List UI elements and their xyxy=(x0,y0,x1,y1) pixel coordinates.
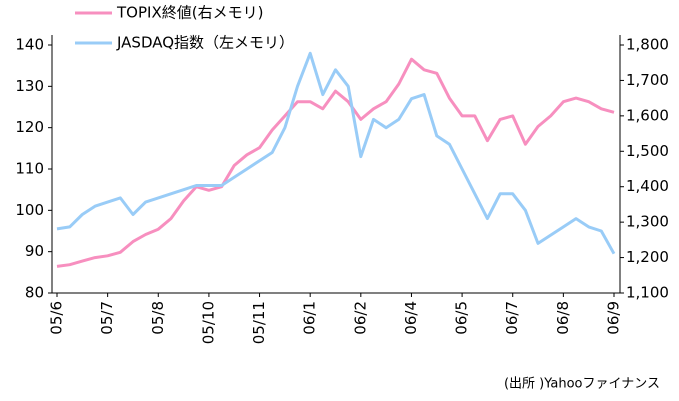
y-tick-label: 140 xyxy=(15,36,44,54)
x-tick-label: 06/4 xyxy=(402,301,420,335)
x-tick-label: 06/5 xyxy=(453,301,471,335)
y2-tick-label: 1,400 xyxy=(626,177,669,195)
y-tick-label: 90 xyxy=(25,242,44,260)
x-tick-label: 05/11 xyxy=(250,301,268,344)
x-tick-label: 06/7 xyxy=(503,301,521,335)
y2-tick-label: 1,600 xyxy=(626,106,669,124)
y-tick-label: 110 xyxy=(15,160,44,178)
x-tick-label: 05/10 xyxy=(199,301,217,344)
x-tick-label: 06/8 xyxy=(554,301,572,335)
source-note: (出所 )Yahooファイナンス xyxy=(504,377,660,392)
y-tick-label: 80 xyxy=(25,284,44,302)
x-tick-label: 05/6 xyxy=(48,301,66,335)
x-tick-label: 05/7 xyxy=(98,301,116,335)
series-line xyxy=(56,51,616,255)
x-tick-label: 06/1 xyxy=(301,301,319,335)
x-tick-label: 06/2 xyxy=(351,301,369,335)
x-tick-label: 06/9 xyxy=(605,301,623,335)
legend-label: TOPIX終値(右メモリ) xyxy=(116,4,263,22)
y2-tick-label: 1,800 xyxy=(626,36,669,54)
y2-tick-label: 1,700 xyxy=(626,71,669,89)
y2-tick-label: 1,200 xyxy=(626,248,669,266)
y-tick-label: 120 xyxy=(15,118,44,136)
series-line xyxy=(56,57,615,268)
y-tick-label: 130 xyxy=(15,77,44,95)
y2-tick-label: 1,500 xyxy=(626,142,669,160)
y2-tick-label: 1,300 xyxy=(626,213,669,231)
y2-tick-label: 1,100 xyxy=(626,284,669,302)
x-tick-label: 05/8 xyxy=(149,301,167,335)
legend-label: JASDAQ指数（左メモリ） xyxy=(116,34,294,52)
y-tick-label: 100 xyxy=(15,201,44,219)
